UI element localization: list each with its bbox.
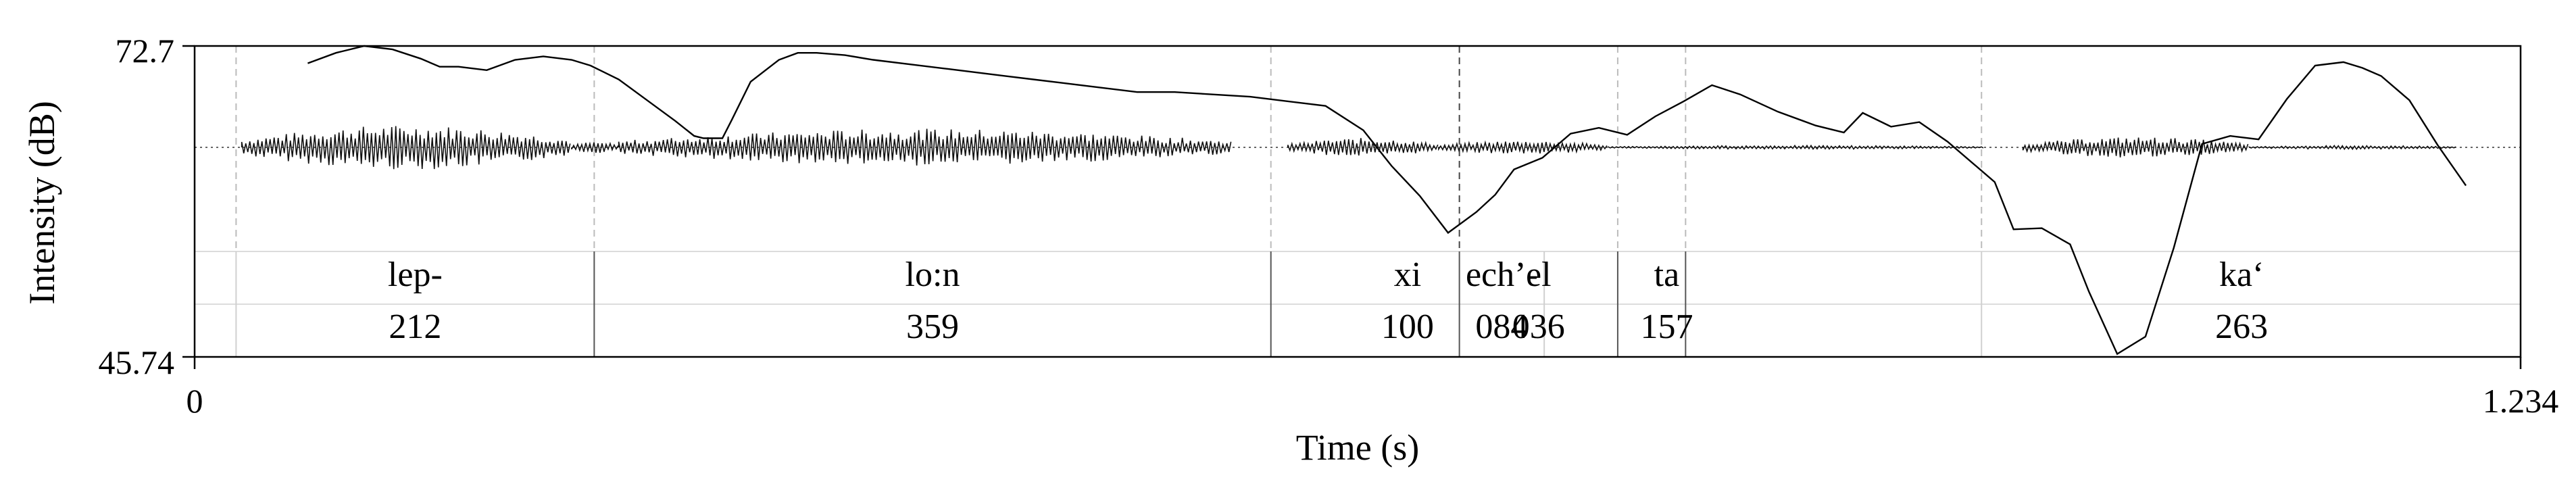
- intensity-curve: [307, 45, 2467, 356]
- x-tick-right: 1.234: [2483, 382, 2559, 420]
- waveform: [195, 126, 2521, 170]
- waveform-region-3: [1287, 138, 1439, 156]
- segment-labels: lep- 212 lo:n 359 xi 100 ech’- 084 el 036 ta 157 ka‘…: [388, 256, 2268, 346]
- waveform-region-0: [241, 126, 571, 170]
- y-tick-bottom: 45.74: [99, 343, 175, 381]
- segment-duration-5: 157: [1640, 308, 1693, 346]
- axes: [182, 45, 2522, 369]
- segment-label-6: ka‘: [2219, 256, 2264, 294]
- segment-duration-2: 100: [1381, 308, 1434, 346]
- plot-frame: [193, 45, 2522, 358]
- grid-lines: [195, 251, 2521, 305]
- x-axis-title: Time (s): [1296, 427, 1420, 468]
- segment-label-4: el: [1526, 256, 1552, 294]
- segment-label-2: xi: [1394, 256, 1421, 294]
- y-tick-top: 72.7: [116, 32, 175, 70]
- waveform-region-1: [571, 141, 619, 153]
- segment-duration-1: 359: [906, 308, 959, 346]
- waveform-region-6: [2022, 137, 2249, 157]
- segment-duration-6: 263: [2215, 308, 2268, 346]
- waveform-region-5: [1608, 144, 1984, 151]
- segment-label-5: ta: [1654, 256, 1680, 294]
- segment-boundaries: [235, 46, 1983, 357]
- y-axis-title: Intensity (dB): [22, 101, 62, 304]
- x-tick-left: 0: [187, 382, 203, 420]
- segment-duration-4: 036: [1512, 308, 1565, 346]
- segment-label-3: ech’-: [1466, 256, 1538, 294]
- intensity-curve-layer: [307, 45, 2467, 356]
- segment-duration-3: 084: [1475, 308, 1528, 346]
- waveform-region-2: [618, 128, 1232, 166]
- waveform-region-4: [1438, 140, 1608, 154]
- segment-label-0: lep-: [388, 256, 443, 294]
- segment-label-1: lo:n: [906, 256, 960, 294]
- segment-duration-0: 212: [389, 308, 441, 346]
- waveform-region-7: [2248, 145, 2456, 151]
